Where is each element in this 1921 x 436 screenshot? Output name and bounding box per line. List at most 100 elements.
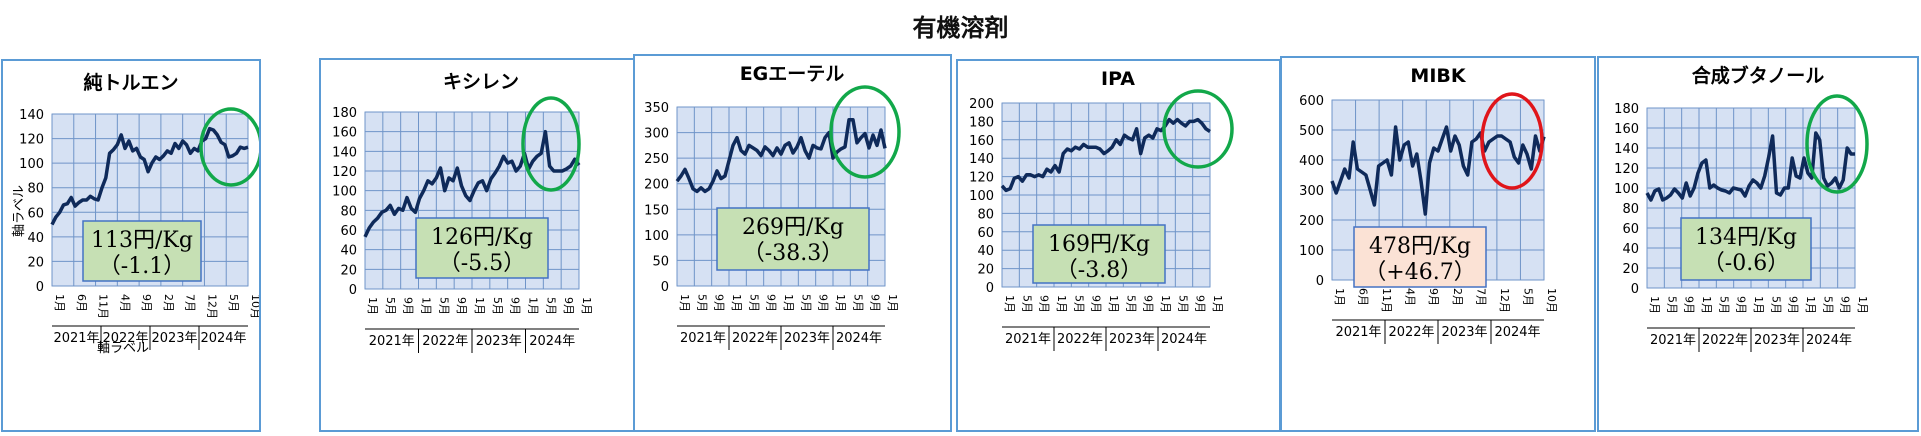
y-tick-label: 140 (1614, 142, 1639, 157)
year-label: 2022年 (1388, 325, 1434, 340)
y-tick-label: 250 (644, 152, 669, 167)
year-label: 2021年 (680, 331, 726, 346)
x-tick-label: 5月 (1717, 296, 1730, 314)
change-label: （-3.8） (1056, 258, 1142, 283)
x-tick-label: 1月 (1159, 295, 1172, 313)
y-tick-label: 600 (1299, 94, 1324, 109)
y-tick-label: 80 (977, 207, 994, 222)
x-tick-label: 9月 (713, 294, 726, 312)
y-tick-label: 20 (340, 263, 357, 278)
x-tick-label: 12月 (205, 294, 218, 319)
x-tick-label: 11月 (97, 294, 110, 319)
y-tick-label: 0 (986, 281, 994, 296)
x-tick-label: 9月 (1194, 295, 1207, 313)
y-tick-label: 200 (644, 178, 669, 193)
x-tick-label: 9月 (1038, 295, 1051, 313)
x-tick-label: 5月 (1124, 295, 1137, 313)
y-tick-label: 120 (332, 165, 357, 180)
x-tick-label: 2月 (1451, 288, 1464, 306)
y-tick-label: 80 (27, 182, 44, 197)
year-label: 2022年 (422, 334, 468, 349)
year-label: 2023年 (784, 331, 830, 346)
x-tick-label: 1月 (1055, 295, 1068, 313)
x-tick-label: 5月 (384, 297, 397, 315)
price-label: 113円/Kg (91, 228, 193, 253)
year-label: 2024年 (200, 331, 246, 346)
y-tick-label: 0 (349, 283, 357, 298)
y-tick-label: 140 (969, 152, 994, 167)
x-tick-label: 6月 (75, 294, 88, 312)
highlight-ellipse (829, 85, 901, 179)
x-tick-label: 5月 (1072, 295, 1085, 313)
x-tick-label: 5月 (1665, 296, 1678, 314)
y-tick-label: 80 (1622, 202, 1639, 217)
year-label: 2021年 (369, 334, 415, 349)
x-tick-label: 5月 (227, 294, 240, 312)
x-tick-label: 1月 (678, 294, 691, 312)
chart-title: MIBK (1410, 65, 1466, 87)
x-tick-label: 1月 (53, 294, 66, 312)
price-box (1680, 217, 1812, 281)
chart-panel-xylene: キシレン 0 20 40 60 80 100 120 140 160 180 1月 5月 9月 1月 5月 9月… (319, 58, 639, 432)
x-tick-label: 1月 (473, 297, 486, 315)
x-tick-label: 1月 (1333, 288, 1346, 306)
x-tick-label: 1月 (366, 297, 379, 315)
year-label: 2023年 (1109, 332, 1155, 347)
y-tick-label: 300 (1299, 184, 1324, 199)
x-tick-label: 1月 (1107, 295, 1120, 313)
y-tick-label: 60 (27, 206, 44, 221)
x-tick-label: 5月 (695, 294, 708, 312)
x-tick-label: 5月 (1521, 288, 1534, 306)
x-tick-label: 4月 (1404, 288, 1417, 306)
y-tick-label: 140 (19, 108, 44, 123)
y-tick-label: 50 (652, 254, 669, 269)
series-line (1330, 125, 1546, 216)
y-tick-label: 60 (977, 226, 994, 241)
y-tick-label: 200 (969, 97, 994, 112)
price-box (716, 207, 870, 271)
x-tick-label: 4月 (118, 294, 131, 312)
y-tick-label: 120 (1614, 162, 1639, 177)
y-tick-label: 40 (1622, 242, 1639, 257)
chart-panel-mibk: MIBK 0 100 200 300 400 500 600 1月 6月 11月 4月 9月 2月 7月 12… (1280, 56, 1596, 432)
x-tick-label: 9月 (140, 294, 153, 312)
price-box (1032, 224, 1166, 284)
y-tick-label: 0 (661, 280, 669, 295)
x-tick-label: 11月 (1380, 288, 1393, 313)
year-label: 2021年 (1335, 325, 1381, 340)
y-tick-label: 180 (969, 115, 994, 130)
series-line (675, 118, 887, 194)
x-tick-label: 5月 (437, 297, 450, 315)
y-tick-label: 0 (36, 280, 44, 295)
chart-title: 合成ブタノール (1692, 64, 1824, 87)
y-tick-label: 500 (1299, 124, 1324, 139)
y-tick-label: 350 (644, 101, 669, 116)
x-tick-label: 9月 (869, 294, 882, 312)
price-box (1353, 226, 1487, 288)
x-tick-label: 5月 (851, 294, 864, 312)
year-label: 2024年 (1494, 325, 1540, 340)
y-tick-label: 160 (969, 134, 994, 149)
x-tick-label: 1月 (886, 294, 899, 312)
y-tick-label: 120 (969, 171, 994, 186)
year-label: 2022年 (732, 331, 778, 346)
x-tick-label: 12月 (1498, 288, 1511, 313)
y-tick-label: 400 (1299, 154, 1324, 169)
x-tick-label: 2月 (162, 294, 175, 312)
chart-panel-butanol: 合成ブタノール 0 20 40 60 80 100 120 140 160 180 1月 5月 9月 1月 5… (1597, 56, 1919, 432)
x-tick-label: 1月 (1003, 295, 1016, 313)
y-tick-label: 150 (644, 203, 669, 218)
y-tick-label: 160 (1614, 122, 1639, 137)
highlight-ellipse (1805, 94, 1869, 194)
y-tick-label: 100 (1299, 244, 1324, 259)
year-label: 2022年 (1057, 332, 1103, 347)
year-label: 2024年 (1161, 332, 1207, 347)
highlight-ellipse (1480, 92, 1544, 190)
y-tick-label: 200 (1299, 214, 1324, 229)
y-tick-label: 80 (340, 204, 357, 219)
x-tick-label: 7月 (1474, 288, 1487, 306)
change-label: （-1.1） (99, 254, 185, 279)
